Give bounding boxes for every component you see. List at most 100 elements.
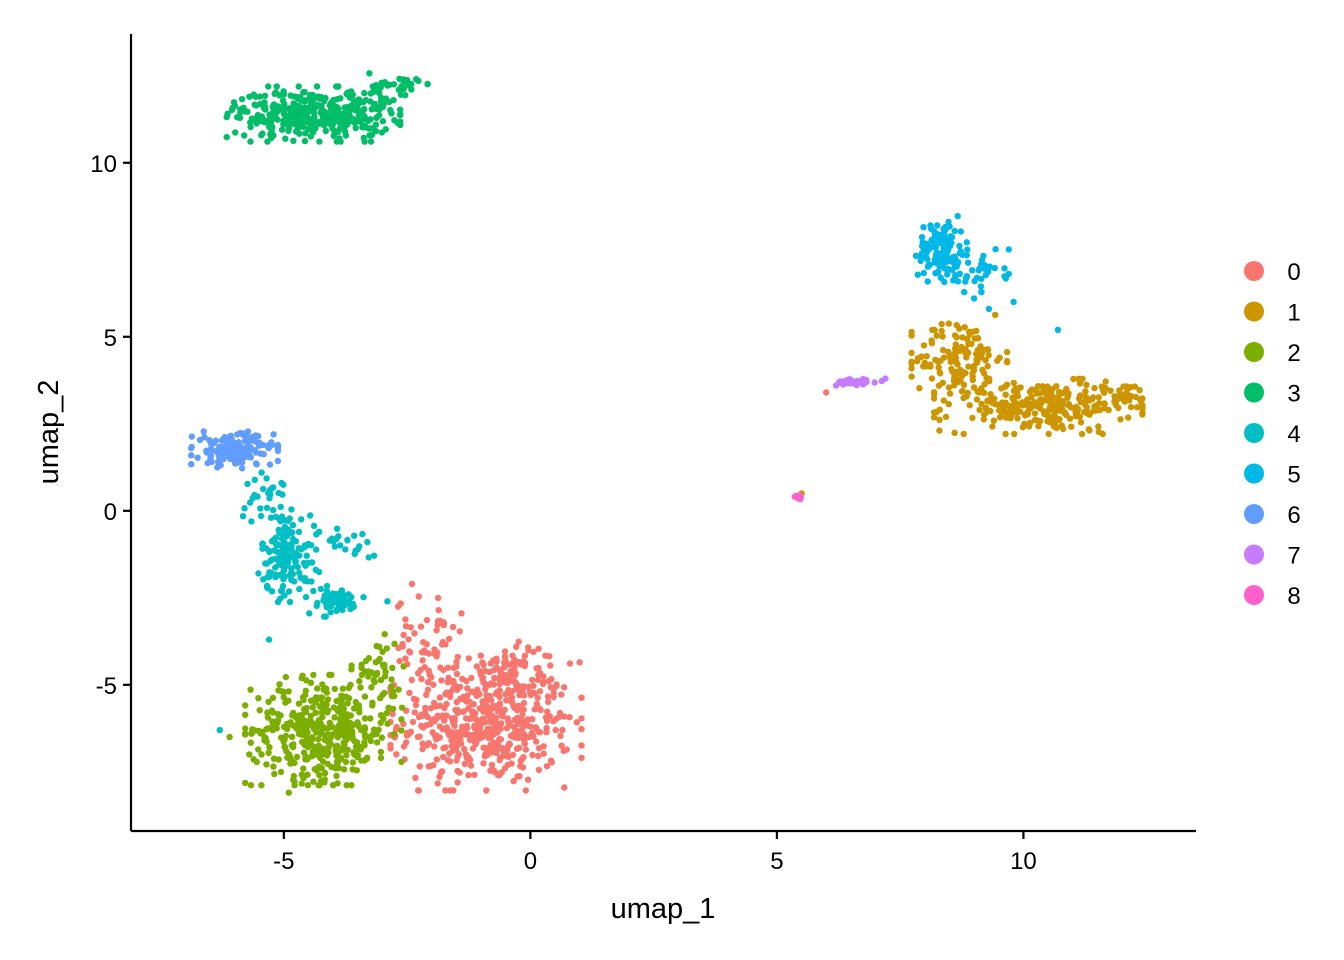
data-point — [348, 782, 355, 789]
data-point — [436, 694, 443, 701]
y-axis-title: umap_2 — [33, 380, 65, 485]
data-point — [871, 379, 878, 386]
data-point — [933, 251, 940, 258]
data-point — [452, 706, 459, 714]
data-point — [460, 693, 467, 701]
data-point — [257, 730, 264, 737]
data-point — [1073, 403, 1080, 411]
data-point — [207, 439, 214, 446]
data-point — [247, 443, 254, 451]
data-point — [982, 404, 989, 411]
data-point — [1075, 395, 1083, 402]
data-point — [1009, 394, 1016, 401]
data-point — [266, 744, 273, 751]
data-point — [321, 769, 329, 777]
data-point — [247, 739, 254, 746]
data-point — [367, 138, 375, 145]
data-point — [200, 428, 207, 435]
data-point — [194, 454, 201, 461]
data-point — [832, 382, 840, 389]
data-point — [373, 642, 380, 650]
data-point — [473, 663, 481, 670]
data-point — [351, 532, 358, 539]
data-point — [491, 674, 498, 682]
data-point — [936, 416, 943, 423]
data-point — [397, 118, 404, 125]
data-point — [263, 504, 271, 512]
data-point — [247, 138, 254, 145]
data-point — [453, 683, 460, 691]
data-point — [1139, 411, 1146, 418]
data-point — [930, 414, 938, 421]
data-point — [424, 713, 431, 721]
data-point — [214, 458, 222, 465]
legend-label: 5 — [1287, 462, 1300, 489]
data-point — [377, 748, 385, 756]
data-point — [280, 693, 287, 701]
data-point — [430, 699, 438, 707]
data-point — [261, 92, 269, 100]
data-point — [453, 670, 461, 677]
data-point — [823, 389, 830, 396]
data-point — [268, 134, 275, 142]
data-point — [433, 653, 440, 660]
data-point — [298, 574, 305, 582]
data-point — [514, 714, 521, 722]
data-point — [281, 743, 288, 750]
data-point — [921, 249, 928, 256]
data-point — [361, 89, 368, 97]
data-point — [534, 694, 541, 702]
data-point — [291, 782, 298, 789]
data-point — [329, 125, 336, 132]
data-point — [1070, 375, 1077, 383]
data-point — [242, 725, 249, 732]
data-point — [241, 430, 248, 437]
data-point — [512, 670, 519, 677]
data-point — [333, 749, 340, 756]
data-point — [293, 93, 300, 101]
data-point — [969, 328, 977, 335]
data-point — [558, 691, 565, 698]
data-point — [1003, 357, 1011, 365]
data-point — [467, 762, 475, 769]
data-point — [489, 705, 496, 712]
data-point — [327, 671, 334, 679]
data-point — [517, 661, 525, 668]
data-point — [546, 653, 553, 660]
data-point — [270, 431, 277, 438]
data-point — [284, 754, 291, 761]
data-point — [244, 108, 251, 115]
data-point — [449, 623, 457, 631]
data-point — [340, 766, 348, 773]
data-point — [543, 729, 550, 736]
data-point — [300, 89, 307, 96]
series-6 — [188, 428, 282, 472]
data-point — [354, 753, 361, 761]
data-point — [956, 242, 963, 250]
data-point — [497, 669, 505, 676]
data-point — [951, 332, 959, 339]
data-point — [487, 734, 495, 741]
series-0 — [387, 389, 830, 794]
data-point — [373, 114, 380, 121]
data-point — [290, 772, 297, 780]
data-point — [311, 765, 318, 773]
data-point — [372, 127, 380, 135]
data-point — [941, 278, 948, 286]
data-point — [259, 540, 266, 547]
data-point — [299, 672, 306, 679]
data-point — [352, 743, 360, 751]
data-point — [1127, 384, 1135, 391]
data-point — [326, 537, 333, 544]
data-point — [440, 753, 447, 761]
data-point — [256, 707, 263, 714]
data-point — [974, 359, 981, 366]
data-point — [285, 697, 292, 704]
data-point — [955, 378, 962, 385]
data-point — [282, 533, 289, 540]
legend-label: 6 — [1287, 502, 1300, 529]
data-point — [263, 726, 270, 733]
data-point — [234, 441, 241, 448]
data-point — [497, 678, 504, 685]
data-point — [482, 667, 489, 675]
